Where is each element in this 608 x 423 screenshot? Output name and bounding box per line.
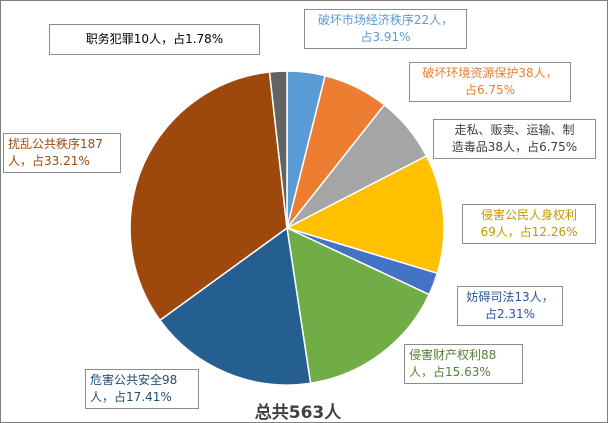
label-line-2: 占3.91%	[360, 30, 411, 44]
label-property-rights: 侵害财产权利88 人，占15.63%	[404, 344, 523, 384]
pie-slice	[286, 226, 431, 385]
label-line-1: 走私、贩卖、运输、制	[454, 123, 575, 137]
label-line-1: 侵害公民人身权利	[480, 208, 577, 222]
label-line-1: 破坏环境资源保护38人，	[422, 66, 558, 80]
label-public-order: 扰乱公共秩序187 人，占33.21%	[3, 133, 121, 173]
label-line-1: 妨碍司法13人，	[466, 290, 554, 304]
label-market-order: 破坏市场经济秩序22人， 占3.91%	[304, 9, 467, 49]
chart-total-label: 总共563人	[254, 403, 342, 423]
label-line-1: 侵害财产权利88	[409, 348, 497, 362]
label-line-1: 破坏市场经济秩序22人，	[317, 13, 454, 27]
label-line-1: 扰乱公共秩序187	[8, 137, 103, 151]
label-line-2: 人，占33.21%	[8, 154, 90, 168]
label-environment: 破坏环境资源保护38人， 占6.75%	[409, 62, 571, 102]
pie-slice	[285, 154, 445, 275]
label-duty-crime: 职务犯罪10人，占1.78%	[49, 24, 260, 55]
label-line-2: 69人，占12.26%	[480, 225, 578, 239]
label-line-1: 危害公共安全98	[90, 373, 178, 387]
label-line-2: 占2.31%	[484, 307, 536, 321]
pie-slice	[268, 70, 288, 229]
label-drugs: 走私、贩卖、运输、制 造毒品38人，占6.75%	[433, 119, 596, 159]
pie-slice	[158, 226, 312, 386]
pie-slice	[129, 71, 288, 322]
label-line-2: 占6.75%	[464, 83, 516, 97]
label-line-1: 职务犯罪10人，占1.78%	[85, 32, 224, 46]
label-line-2: 人，占15.63%	[409, 365, 491, 379]
label-obstruct-justice: 妨碍司法13人， 占2.31%	[457, 286, 563, 326]
label-public-safety: 危害公共安全98 人，占17.41%	[85, 369, 199, 409]
label-line-2: 人，占17.41%	[90, 390, 172, 404]
label-personal-rights: 侵害公民人身权利 69人，占12.26%	[462, 204, 596, 244]
label-line-2: 造毒品38人，占6.75%	[451, 140, 578, 154]
